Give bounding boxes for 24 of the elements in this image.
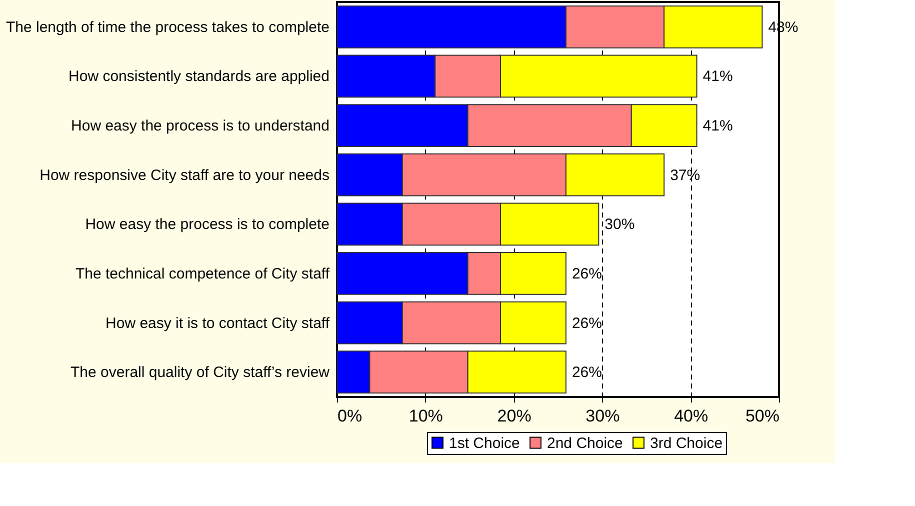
y-tick-label: How responsive City staff are to your needs xyxy=(40,166,330,184)
y-tick-label: The overall quality of City staff’s review xyxy=(70,364,330,382)
y-tick-label: How easy it is to contact City staff xyxy=(106,314,330,332)
total-label: 41% xyxy=(702,68,733,86)
x-tick-label: 10% xyxy=(408,406,443,426)
total-label: 37% xyxy=(670,166,700,184)
y-tick-label: How consistently standards are applied xyxy=(68,68,330,86)
x-tick-label: 50% xyxy=(745,406,780,426)
x-tick-label: 40% xyxy=(674,406,708,426)
legend-label: 3rd Choice xyxy=(650,434,723,452)
total-label: 41% xyxy=(702,118,733,135)
total-label: 26% xyxy=(572,265,602,282)
legend-label: 2nd Choice xyxy=(547,434,623,452)
total-label: 30% xyxy=(604,216,635,234)
total-label: 26% xyxy=(572,314,602,332)
y-tick-label: How easy the process is to complete xyxy=(85,216,330,234)
x-tick-label: 30% xyxy=(586,406,620,426)
legend-label: 1st Choice xyxy=(449,434,520,452)
y-tick-label: How easy the process is to understand xyxy=(71,118,330,135)
total-label: 26% xyxy=(572,364,602,382)
y-tick-label: The technical competence of City staff xyxy=(75,265,330,282)
y-tick-label: The length of time the process takes to complete xyxy=(6,18,330,36)
x-tick-label: 20% xyxy=(497,406,532,426)
x-tick-label: 0% xyxy=(338,406,362,426)
